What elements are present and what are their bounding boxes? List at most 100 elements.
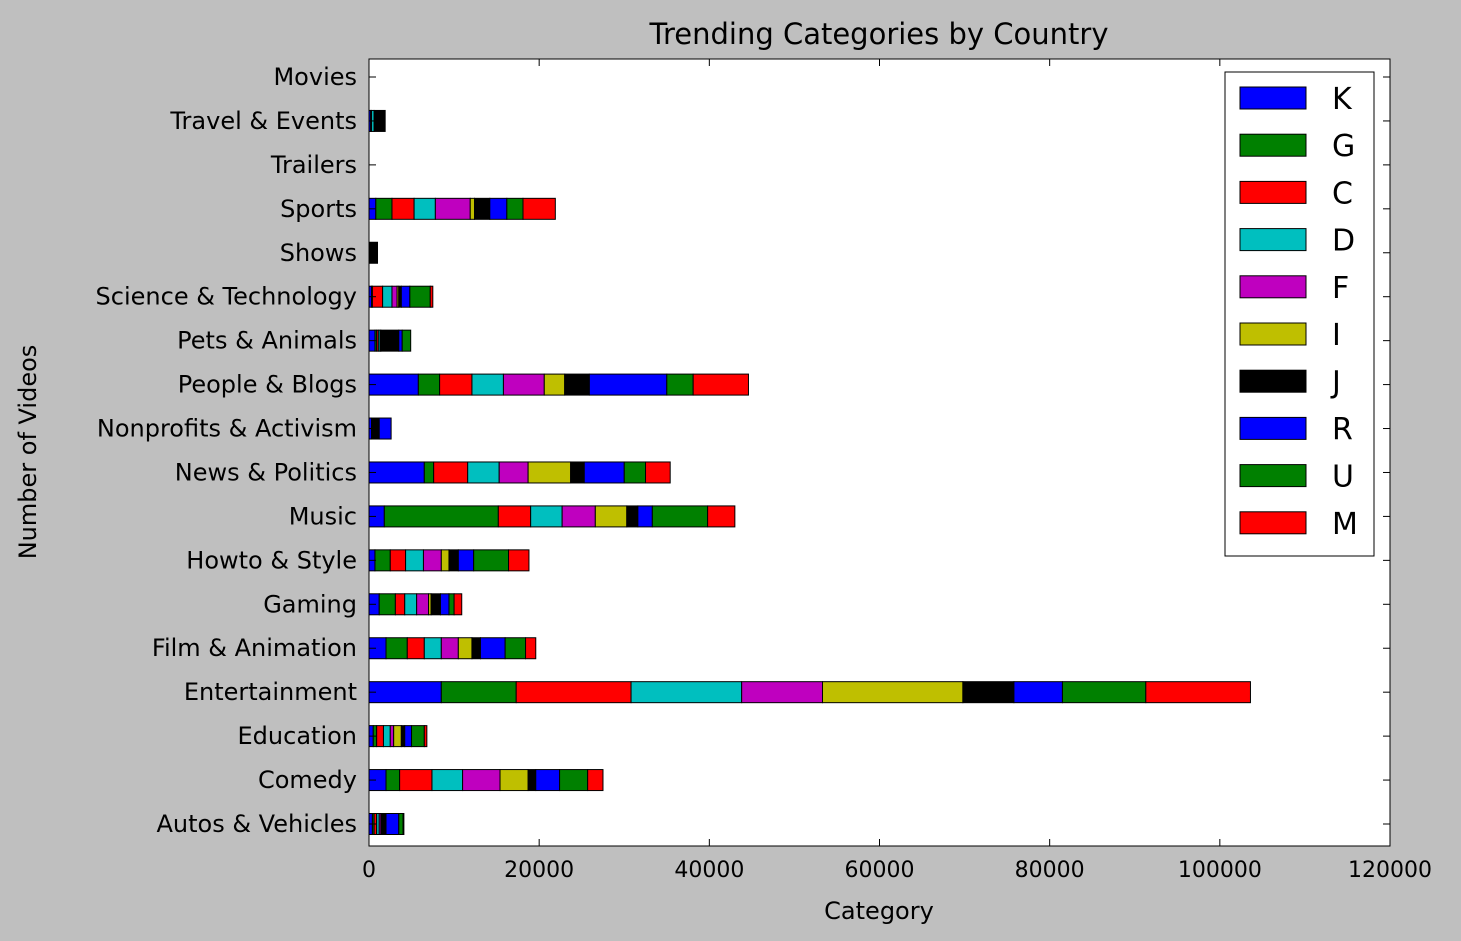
bar-segment	[462, 769, 501, 792]
legend-label: F	[1332, 271, 1349, 306]
bar-segment	[411, 725, 425, 748]
bar-segment	[583, 461, 625, 484]
bar-segment	[469, 197, 476, 220]
chart-title: Trending Categories by Country	[649, 17, 1109, 51]
bar-segment	[400, 725, 406, 748]
bar-segment	[404, 593, 418, 616]
bar-segment	[530, 505, 563, 528]
legend-swatch	[1239, 275, 1307, 299]
bar-segment	[506, 197, 524, 220]
y-tick-label: Education	[238, 722, 357, 750]
x-axis-label: Category	[824, 897, 934, 925]
bar-segment	[630, 681, 743, 704]
bar-segment	[527, 461, 572, 484]
bar-segment	[400, 285, 411, 308]
legend-swatch	[1239, 416, 1307, 440]
bar-segment	[564, 373, 590, 396]
bar-segment	[448, 549, 459, 572]
y-tick-label: People & Blogs	[178, 371, 357, 399]
bar-segment	[588, 373, 668, 396]
bar-segment	[416, 593, 430, 616]
y-tick-label: Shows	[280, 239, 357, 267]
bar-segment	[399, 769, 433, 792]
bar-segment	[423, 725, 428, 748]
bar-segment	[393, 725, 402, 748]
bar-segment	[1145, 681, 1251, 704]
bar-segment	[398, 813, 404, 835]
bar-segment	[821, 681, 964, 704]
y-tick-label: Pets & Animals	[177, 327, 357, 355]
bar-segment	[474, 197, 491, 220]
bar-segment	[378, 417, 392, 440]
bar-segment	[1061, 681, 1147, 704]
y-tick-label: Music	[289, 502, 357, 530]
x-tick-label: 80000	[1015, 858, 1085, 883]
bar-segment	[398, 329, 403, 352]
bar-segment	[404, 725, 413, 748]
bar-segment	[385, 769, 401, 792]
bar-segment	[448, 593, 455, 616]
bar-segment	[430, 593, 441, 616]
bar-segment	[406, 637, 425, 660]
bar-segment	[374, 549, 391, 572]
bar-segment	[587, 769, 604, 792]
y-tick-label: Movies	[273, 63, 357, 91]
bar-segment	[489, 197, 508, 220]
bar-segment	[962, 681, 1015, 704]
bar-segment	[535, 769, 561, 792]
legend-label: I	[1332, 318, 1341, 353]
bar-segment	[439, 373, 473, 396]
bar-segment	[376, 725, 384, 748]
bar-segment	[527, 769, 537, 792]
bar-segment	[543, 373, 566, 396]
legend-swatch	[1239, 511, 1307, 535]
y-tick-label: Autos & Vehicles	[156, 810, 357, 838]
x-tick-label: 20000	[504, 858, 574, 883]
bar-segment	[434, 197, 471, 220]
bar-segment	[471, 637, 481, 660]
bar-segment	[423, 461, 435, 484]
bar-segment	[433, 461, 469, 484]
y-tick-label: Sports	[280, 195, 357, 223]
bar-segment	[623, 461, 647, 484]
legend-label: G	[1332, 129, 1355, 164]
bar-segment	[368, 681, 442, 704]
bar-segment	[645, 461, 671, 484]
bar-segment	[394, 593, 406, 616]
x-axis: 0 20000 40000 60000 80000 100000 120000	[362, 59, 1432, 883]
bar-segment	[525, 637, 537, 660]
y-axis: Autos & Vehicles Comedy Education Entertain…	[96, 63, 1390, 838]
bar-segment	[429, 285, 434, 308]
bar-segment	[559, 769, 589, 792]
bar-segment	[457, 637, 473, 660]
bar-segment	[707, 505, 736, 528]
bar-segment	[440, 549, 450, 572]
x-tick-label: 100000	[1178, 858, 1262, 883]
bar-segment	[385, 637, 408, 660]
y-tick-label: Film & Animation	[152, 634, 357, 662]
legend-swatch	[1239, 369, 1307, 393]
bar-segment	[594, 505, 628, 528]
bar-segment	[508, 549, 530, 572]
y-tick-label: Comedy	[258, 766, 357, 794]
bar-segment	[383, 505, 499, 528]
legend-label: K	[1332, 82, 1353, 117]
bar-segment	[389, 549, 407, 572]
bar-segment	[504, 637, 527, 660]
legend-label: R	[1332, 412, 1353, 447]
bar-segment	[1013, 681, 1063, 704]
bar-segment	[381, 813, 387, 835]
bar-segment	[405, 549, 424, 572]
bar-segment	[479, 637, 506, 660]
bar-segment	[515, 681, 632, 704]
bar-segment	[467, 461, 500, 484]
bar-segment	[385, 813, 400, 835]
bar-segment	[422, 549, 442, 572]
legend-swatch	[1239, 464, 1307, 488]
y-tick-label: Science & Technology	[96, 283, 357, 311]
y-tick-label: Gaming	[263, 590, 357, 618]
bar-segment	[440, 681, 517, 704]
plot-area	[369, 59, 1390, 846]
